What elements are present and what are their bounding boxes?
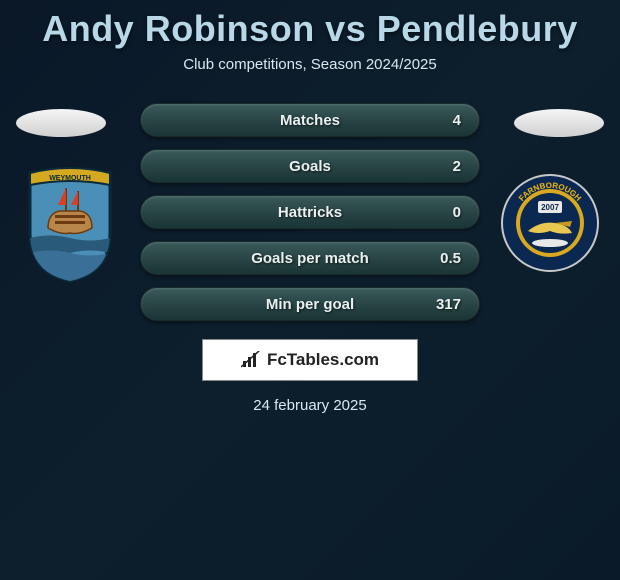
stat-row-goals-per-match: Goals per match 0.5: [140, 241, 480, 275]
club-badge-right: FARNBOROUGH FARNBOROUGH 2007: [500, 163, 600, 283]
stat-row-matches: Matches 4: [140, 103, 480, 137]
club-badge-left: WEYMOUTH: [20, 163, 120, 283]
page-title: Andy Robinson vs Pendlebury: [0, 0, 620, 50]
stat-label: Matches: [280, 112, 340, 129]
stat-row-hattricks: Hattricks 0: [140, 195, 480, 229]
player-left-ellipse: [16, 109, 106, 137]
svg-text:WEYMOUTH: WEYMOUTH: [49, 175, 91, 182]
stat-value: 0.5: [440, 250, 461, 267]
stat-label: Goals per match: [251, 250, 369, 267]
brand-attribution[interactable]: FcTables.com: [202, 339, 418, 381]
brand-text: FcTables.com: [267, 350, 379, 370]
subtitle: Club competitions, Season 2024/2025: [0, 56, 620, 73]
svg-text:2007: 2007: [541, 203, 559, 212]
comparison-content: WEYMOUTH FARNBOROUGH FARNBOROUGH 2007: [0, 103, 620, 414]
bar-chart-icon: [241, 351, 261, 369]
stat-row-goals: Goals 2: [140, 149, 480, 183]
player-right-ellipse: [514, 109, 604, 137]
stat-value: 4: [453, 112, 461, 129]
stats-list: Matches 4 Goals 2 Hattricks 0 Goals per …: [140, 103, 480, 321]
stat-label: Hattricks: [278, 204, 342, 221]
stat-value: 0: [453, 204, 461, 221]
stat-value: 317: [436, 296, 461, 313]
stat-label: Goals: [289, 158, 331, 175]
date-text: 24 february 2025: [20, 397, 600, 414]
stat-value: 2: [453, 158, 461, 175]
stat-label: Min per goal: [266, 296, 354, 313]
stat-row-min-per-goal: Min per goal 317: [140, 287, 480, 321]
